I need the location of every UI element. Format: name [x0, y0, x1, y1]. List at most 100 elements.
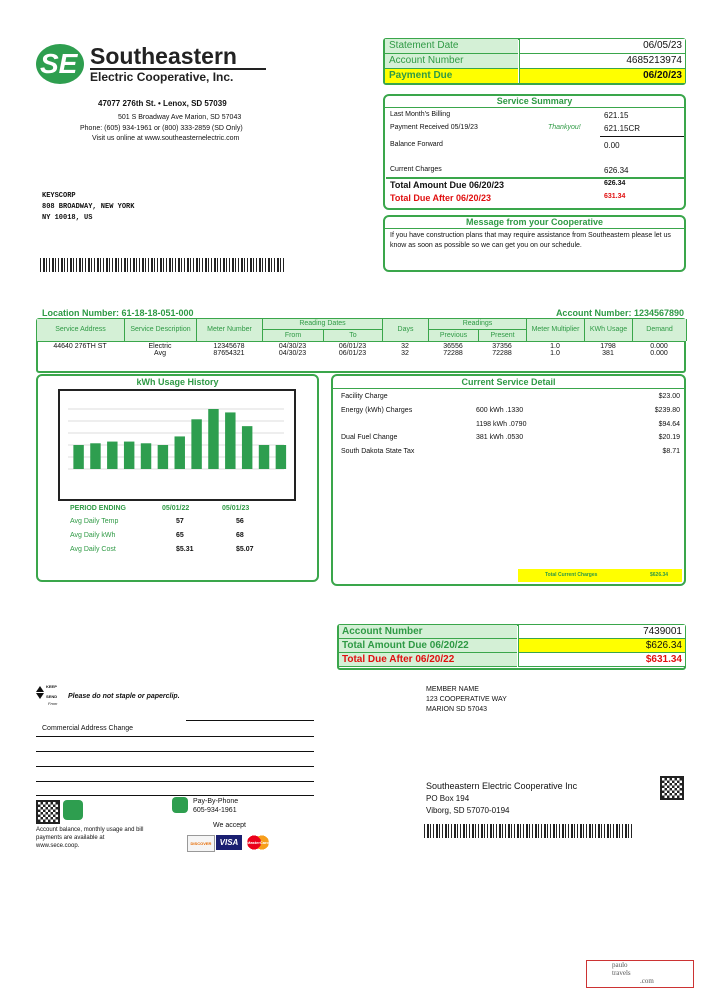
statement-label: Account Number [389, 55, 464, 66]
form-line [36, 795, 314, 796]
table-cell: 12345678 [213, 343, 245, 350]
table-cell: Avg [154, 350, 166, 357]
form-line [36, 736, 314, 737]
usage-bar [123, 441, 135, 469]
remit-label: Account Number [342, 626, 423, 637]
usage-bar [191, 419, 202, 469]
logo-rule [90, 68, 266, 70]
remit-label-cell [339, 625, 517, 639]
stats-value: 68 [236, 532, 244, 539]
table-cell: 04/30/23 [278, 350, 307, 357]
remit-value-cell [518, 639, 685, 653]
remit-label: Total Due After 06/20/22 [342, 654, 455, 665]
company-sub: Electric Cooperative, Inc. [90, 70, 234, 84]
statement-label: Statement Date [389, 40, 459, 51]
table-cell: 1.0 [550, 343, 560, 350]
summary-total-frame [386, 177, 684, 207]
summary-rule [600, 136, 684, 137]
usage-bar [208, 409, 219, 469]
statement-label: Payment Due [389, 70, 453, 81]
usage-bar [174, 436, 185, 469]
recipient-line: KEYSCORP [42, 192, 76, 200]
summary-box [383, 94, 686, 210]
header-cell: Present [479, 330, 527, 341]
summary-value: 621.15 [604, 111, 629, 120]
phone-number: 605-934-1961 [193, 807, 237, 814]
member-line: MEMBER NAME [426, 686, 479, 693]
recipient-line: NY 10018, US [42, 214, 93, 222]
detail-total-band [518, 569, 682, 582]
address-line: 501 S Broadway Ave Marion, SD 57043 [118, 114, 242, 121]
statement-value: 06/20/23 [643, 70, 682, 81]
header-cell: Days [383, 319, 429, 341]
table-cell: 04/30/23 [278, 343, 307, 350]
recipient-line: 808 BROADWAY, NEW YORK [42, 203, 135, 211]
account-number: Account Number: 1234567890 [555, 308, 684, 318]
summary-value: 631.34 [604, 193, 626, 200]
detail-rate: 600 kWh .1330 [476, 407, 524, 414]
card-discover: DISCOVER [187, 835, 215, 852]
summary-label: Total Amount Due 06/20/23 [390, 180, 505, 190]
message-box [383, 215, 686, 272]
summary-label: Total Due After 06/20/23 [390, 193, 492, 203]
statement-value: 4685213974 [626, 55, 682, 66]
app-icon [63, 800, 83, 820]
company-name: Southeastern [90, 43, 237, 69]
usage-bar [107, 441, 118, 469]
table-cell: 72288 [443, 350, 463, 357]
address-line: 47077 276th St. • Lenox, SD 57039 [98, 99, 227, 108]
phone-icon [172, 797, 188, 813]
watermark-text: .com [640, 977, 654, 985]
usage-bar [73, 445, 84, 469]
header-cell: Meter Number [197, 319, 263, 341]
detail-amount: $94.64 [658, 421, 680, 428]
stats-value: 57 [176, 518, 184, 525]
summary-label: Last Month's Billing [390, 111, 451, 118]
table-cell: Electric [148, 343, 172, 350]
watermark-text: paulo [612, 961, 628, 969]
form-line [36, 766, 314, 767]
detail-total: $626.34 [650, 572, 669, 578]
usage-bar [241, 426, 253, 469]
summary-label: Balance Forward [390, 141, 443, 148]
usage-history-box [36, 374, 319, 582]
header-cell: Meter Multiplier [527, 319, 585, 341]
table-cell: 1.0 [550, 350, 560, 357]
remit-value: 7439001 [643, 626, 682, 637]
table-cell: 381 [602, 350, 614, 357]
table-cell: 36556 [443, 343, 463, 350]
detail-rule [333, 388, 684, 389]
barcode [424, 824, 634, 838]
remit-to-line: PO Box 194 [426, 794, 470, 803]
summary-value: 626.34 [604, 166, 629, 175]
stats-label: Avg Daily kWh [70, 532, 116, 539]
statement-label-cell [385, 69, 518, 84]
usage-bar [140, 443, 152, 469]
remit-to-line: Southeastern Electric Cooperative Inc [426, 781, 578, 791]
send-label: SEND [46, 694, 58, 699]
usage-bar [90, 443, 101, 469]
detail-amount: $20.19 [658, 434, 680, 441]
summary-title: Service Summary [496, 96, 573, 106]
remit-label-cell [339, 639, 517, 653]
qr-code [660, 776, 684, 800]
header-cell: From [263, 330, 324, 341]
stats-value: $5.07 [236, 546, 254, 553]
detail-label: Facility Charge [341, 393, 388, 400]
message-title: Message from your Cooperative [465, 217, 604, 227]
statement-label-cell [385, 39, 518, 54]
detail-label: Energy (kWh) Charges [341, 407, 413, 414]
table-cell: 72288 [492, 350, 512, 357]
summary-rule [385, 107, 684, 108]
detail-label: Dual Fuel Change [341, 434, 398, 441]
stats-label: Avg Daily Temp [70, 518, 119, 525]
location-number: Location Number: 61-18-18-051-000 [42, 308, 194, 318]
stats-header: 05/01/23 [222, 505, 250, 512]
table-cell: 06/01/23 [338, 350, 367, 357]
staple-notice: Please do not staple or paperclip. [68, 693, 180, 700]
detail-rate: 1198 kWh .0790 [476, 421, 527, 428]
summary-value: 621.15CR [604, 124, 641, 133]
table-cell: 44640 276TH ST [53, 343, 107, 350]
statement-value-cell [519, 69, 685, 84]
remit-value-cell [518, 625, 685, 639]
